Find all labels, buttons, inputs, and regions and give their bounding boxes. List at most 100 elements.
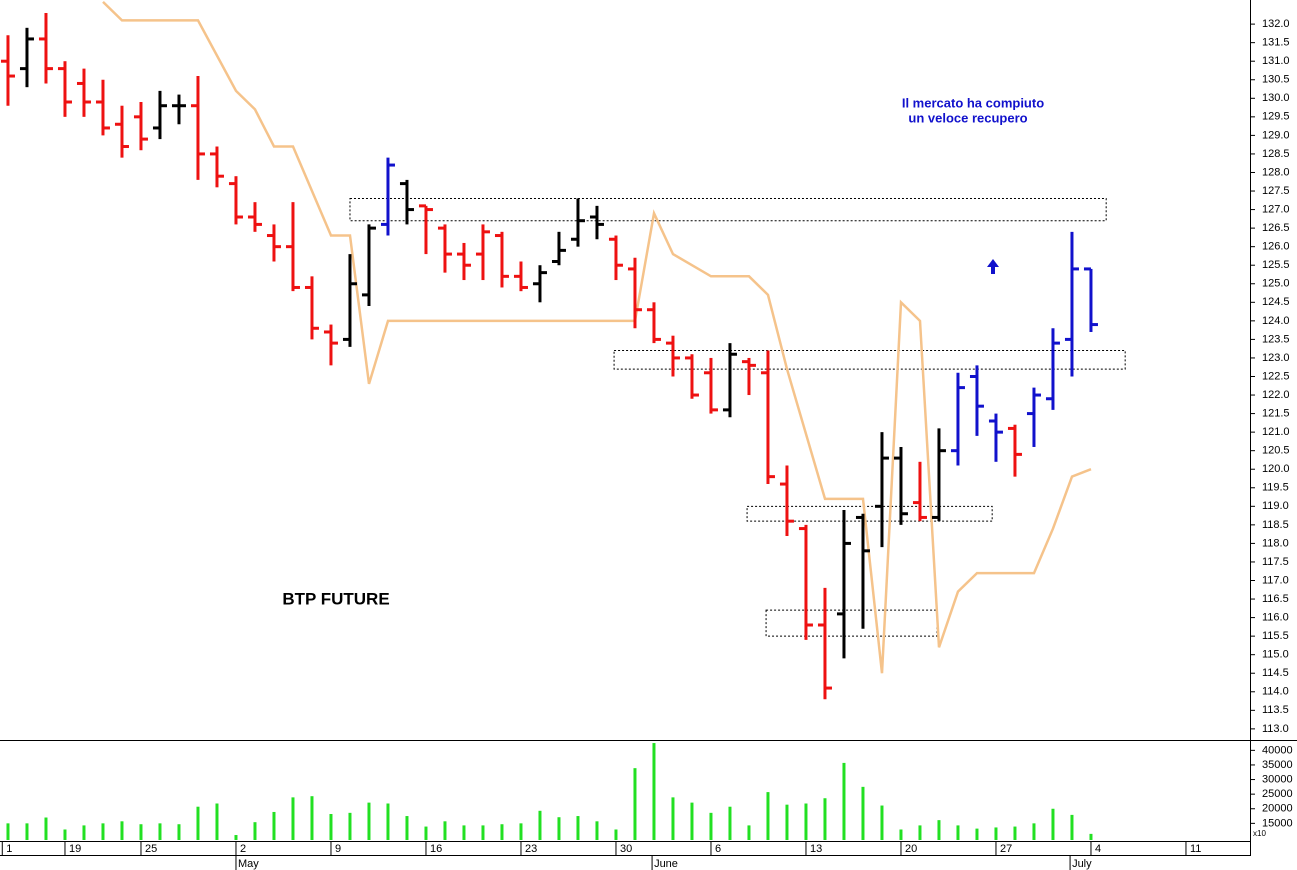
y-tick-label: 122.5: [1262, 370, 1290, 382]
volume-bar: [747, 825, 751, 840]
y-tick-label: 15000: [1262, 817, 1293, 829]
y-tick-label: 117.0: [1262, 574, 1289, 586]
volume-bar: [652, 743, 656, 840]
y-tick-label: 113.0: [1262, 723, 1289, 735]
volume-bar: [1089, 833, 1093, 840]
volume-bar: [25, 823, 29, 840]
volume-bar: [481, 825, 485, 840]
volume-bar: [842, 762, 846, 840]
y-tick-label: 125.5: [1262, 259, 1290, 271]
zone-box: [349, 197, 1107, 222]
volume-bar: [956, 825, 960, 840]
volume-bar: [462, 825, 466, 840]
volume-bar: [120, 821, 124, 840]
arrow-icon: [987, 259, 999, 274]
volume-bar: [1070, 814, 1074, 840]
y-tick-label: 113.5: [1262, 704, 1289, 716]
y-tick-label: 120.5: [1262, 445, 1290, 457]
x-tick-label: 11: [1190, 843, 1201, 855]
volume-bar: [215, 803, 219, 840]
volume-bar: [899, 829, 903, 840]
volume-bar: [861, 786, 865, 840]
volume-bar: [139, 824, 143, 840]
x-tick-label: 23: [525, 843, 537, 855]
y-tick-label: 115.5: [1262, 630, 1289, 642]
x-tick-label: 6: [715, 843, 721, 855]
volume-bar: [994, 827, 998, 840]
x-tick-label: 30: [620, 843, 632, 855]
volume-bar: [595, 821, 599, 840]
y-tick-label: 124.5: [1262, 296, 1290, 308]
y-tick-label: 123.0: [1262, 352, 1290, 364]
volume-bar: [557, 817, 561, 840]
zone-box: [765, 609, 938, 637]
y-tick-label: 118.0: [1262, 537, 1289, 549]
volume-bar: [766, 792, 770, 840]
volume-bar: [1051, 808, 1055, 840]
x-tick-label: 2: [240, 843, 246, 855]
volume-bar: [728, 806, 732, 840]
y-tick-label: 124.0: [1262, 315, 1290, 327]
volume-bar: [614, 829, 618, 840]
y-tick-label: 20000: [1262, 803, 1293, 815]
volume-bar: [576, 816, 580, 840]
volume-bar: [310, 796, 314, 840]
y-tick-label: 115.0: [1262, 649, 1289, 661]
zone-box: [746, 505, 993, 522]
y-tick-label: 126.5: [1262, 222, 1290, 234]
x-tick-label: 20: [905, 843, 917, 855]
volume-bar: [158, 823, 162, 840]
y-tick-label: 120.0: [1262, 463, 1290, 475]
annotation: BTP FUTURE: [282, 589, 389, 608]
month-label: May: [238, 858, 259, 870]
volume-bar: [633, 768, 637, 840]
volume-bar: [272, 811, 276, 840]
volume-bar: [234, 835, 238, 840]
y-tick-label: 114.0: [1262, 686, 1289, 698]
y-tick-label: 35000: [1262, 759, 1293, 771]
y-tick-label: 25000: [1262, 788, 1293, 800]
volume-bar: [937, 820, 941, 840]
y-tick-label: 116.0: [1262, 612, 1289, 624]
y-tick-label: 131.0: [1262, 55, 1290, 67]
volume-bar: [348, 812, 352, 840]
x-tick-label: 1: [6, 843, 12, 855]
y-tick-label: 125.0: [1262, 278, 1290, 290]
y-tick-label: 117.5: [1262, 556, 1289, 568]
volume-bar: [671, 797, 675, 840]
volume-bar: [1032, 823, 1036, 840]
axis-note: x10: [1253, 829, 1266, 838]
y-tick-label: 132.0: [1262, 18, 1290, 30]
volume-bar: [519, 823, 523, 840]
y-tick-label: 128.5: [1262, 148, 1290, 160]
x-tick-label: 13: [810, 843, 822, 855]
volume-bar: [6, 823, 10, 840]
y-tick-label: 121.0: [1262, 426, 1290, 438]
y-tick-label: 119.5: [1262, 482, 1289, 494]
x-tick-label: 19: [69, 843, 81, 855]
volume-bar: [101, 823, 105, 840]
volume-bar: [443, 821, 447, 840]
volume-bar: [975, 828, 979, 840]
y-tick-label: 114.5: [1262, 667, 1289, 679]
volume-bar: [538, 810, 542, 840]
annotation: Il mercato ha compiuto: [902, 95, 1044, 110]
y-tick-label: 121.5: [1262, 407, 1290, 419]
volume-bar: [367, 802, 371, 840]
y-tick-label: 129.0: [1262, 129, 1290, 141]
volume-bar: [44, 817, 48, 840]
x-tick-label: 27: [1000, 843, 1012, 855]
volume-bar: [386, 803, 390, 840]
y-tick-label: 122.0: [1262, 389, 1290, 401]
y-tick-label: 116.5: [1262, 593, 1289, 605]
y-tick-label: 118.5: [1262, 519, 1289, 531]
volume-bar: [785, 804, 789, 840]
y-tick-label: 123.5: [1262, 333, 1290, 345]
y-tick-label: 131.5: [1262, 37, 1290, 49]
annotation: un veloce recupero: [908, 110, 1027, 125]
volume-bar: [424, 826, 428, 840]
volume-bar: [82, 825, 86, 840]
y-tick-label: 126.0: [1262, 241, 1290, 253]
volume-bar: [823, 798, 827, 840]
